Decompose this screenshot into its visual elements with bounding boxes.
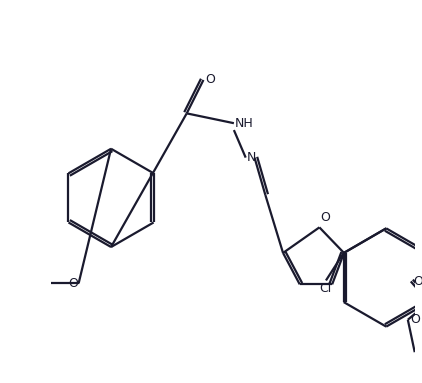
Text: Cl: Cl bbox=[319, 282, 331, 295]
Text: O: O bbox=[320, 211, 330, 224]
Text: O: O bbox=[68, 277, 78, 290]
Text: NH: NH bbox=[235, 117, 254, 130]
Text: O: O bbox=[206, 74, 215, 87]
Text: O: O bbox=[413, 275, 422, 288]
Text: O: O bbox=[410, 313, 420, 326]
Text: N: N bbox=[247, 151, 256, 164]
